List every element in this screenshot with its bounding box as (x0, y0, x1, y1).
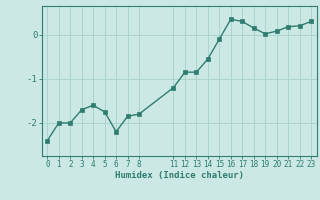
X-axis label: Humidex (Indice chaleur): Humidex (Indice chaleur) (115, 171, 244, 180)
